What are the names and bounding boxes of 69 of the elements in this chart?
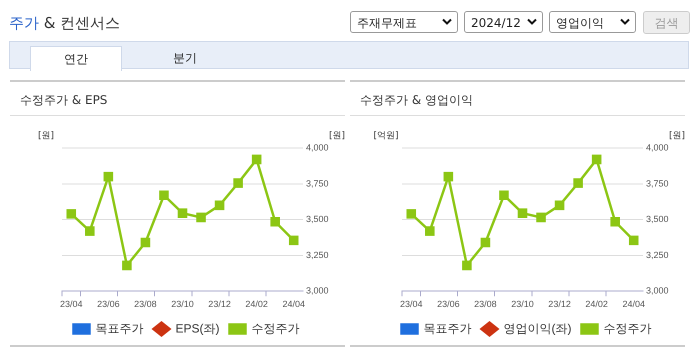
point	[104, 172, 114, 182]
x-tick-label: 23/08	[474, 299, 497, 310]
point	[122, 260, 132, 270]
y-axis-title: [억원]	[373, 130, 399, 141]
point	[406, 209, 416, 219]
y2-tick-label: 3,000	[306, 286, 329, 296]
point	[288, 236, 299, 246]
point	[425, 226, 435, 236]
point	[610, 216, 620, 227]
text: 주가 & 컨센서스	[9, 14, 120, 33]
x-tick-label: 23/10	[511, 299, 534, 310]
point	[66, 209, 76, 219]
y2-tick-label: 3,750	[306, 178, 329, 188]
point	[499, 190, 509, 200]
x-tick-label: 23/08	[134, 299, 157, 310]
point	[140, 238, 150, 248]
text: 검색	[643, 11, 690, 34]
y2-axis-title: [원]	[329, 130, 346, 141]
point	[536, 212, 546, 222]
x-tick-label: 23/04	[400, 299, 423, 310]
legend-label: 목표주가	[424, 321, 472, 336]
legend-label: 목표주가	[96, 321, 144, 336]
x-tick-label: 23/06	[437, 299, 460, 310]
point	[85, 226, 95, 236]
x-tick-label: 23/04	[60, 299, 83, 310]
y2-tick-label: 4,000	[306, 142, 329, 152]
point	[628, 236, 639, 246]
point	[518, 208, 528, 218]
point	[592, 154, 602, 164]
text: 주재무제표	[357, 16, 417, 30]
point	[252, 154, 262, 164]
y2-tick-label: 3,750	[646, 178, 669, 188]
legend-label: 영업이익(좌)	[504, 321, 572, 336]
y2-tick-label: 3,000	[646, 286, 669, 296]
point	[233, 178, 243, 188]
y2-tick-label: 3,500	[306, 214, 329, 224]
x-tick-label: 24/04	[282, 299, 305, 310]
x-tick-label: 24/02	[245, 299, 268, 310]
point	[214, 200, 224, 210]
text: 분기	[172, 50, 198, 67]
y2-tick-label: 3,500	[646, 214, 669, 224]
point	[554, 200, 564, 210]
text: 2024/12	[471, 16, 521, 30]
point	[270, 216, 280, 227]
x-tick-label: 23/06	[97, 299, 120, 310]
point	[196, 212, 206, 222]
point	[444, 172, 454, 182]
chart-title: 수정주가 & 영업이익	[350, 80, 685, 116]
x-tick-label: 23/10	[171, 299, 194, 310]
legend-label: 수정주가	[252, 321, 300, 336]
x-tick-label: 24/02	[585, 299, 608, 310]
y2-tick-label: 3,250	[646, 250, 669, 260]
y2-tick-label: 4,000	[646, 142, 669, 152]
text: 연간	[30, 46, 122, 71]
point	[480, 238, 490, 248]
y2-axis-title: [원]	[669, 130, 686, 141]
x-tick-label: 23/12	[548, 299, 571, 310]
point	[462, 260, 472, 270]
x-tick-label: 24/04	[622, 299, 645, 310]
x-tick-label: 23/12	[208, 299, 231, 310]
point	[159, 190, 169, 200]
text: 영업이익	[556, 16, 604, 30]
point	[573, 178, 583, 188]
legend-label: EPS(좌)	[176, 321, 220, 336]
legend-label: 수정주가	[603, 321, 652, 336]
y2-tick-label: 3,250	[306, 250, 329, 260]
point	[178, 208, 188, 218]
y-axis-title: [원]	[38, 130, 54, 141]
chart-title: 수정주가 & EPS	[10, 80, 345, 116]
